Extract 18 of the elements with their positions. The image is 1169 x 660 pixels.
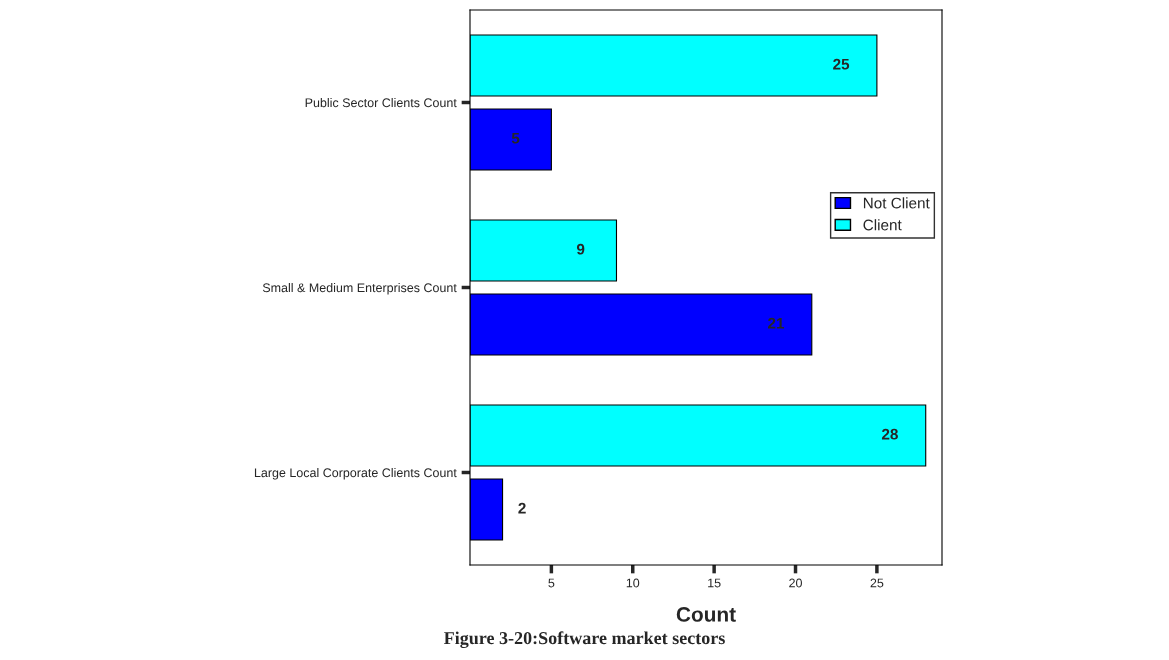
y-tick-label: Public Sector Clients Count	[305, 97, 457, 108]
legend-label: Not Client	[863, 197, 930, 209]
x-tick-label: 20	[789, 578, 802, 588]
x-tick-label: 25	[870, 578, 884, 588]
x-axis-title: Count	[676, 607, 736, 622]
data-label: 21	[768, 317, 785, 329]
y-tick-label: Small & Medium Enterprises Count	[262, 282, 457, 295]
data-label: 28	[881, 428, 898, 440]
data-label: 25	[833, 58, 850, 70]
y-tick-label: Large Local Corporate Clients Count	[254, 467, 457, 480]
text: Figure 3-20:Software market sectors	[443, 631, 725, 648]
data-label: 5	[511, 132, 520, 144]
legend-label: Client	[863, 219, 902, 231]
data-label: 2	[518, 502, 526, 514]
x-tick-label: 10	[626, 578, 640, 588]
data-label: 9	[576, 243, 585, 255]
x-tick-label: 15	[708, 578, 721, 588]
x-tick-label: 5	[548, 578, 555, 588]
